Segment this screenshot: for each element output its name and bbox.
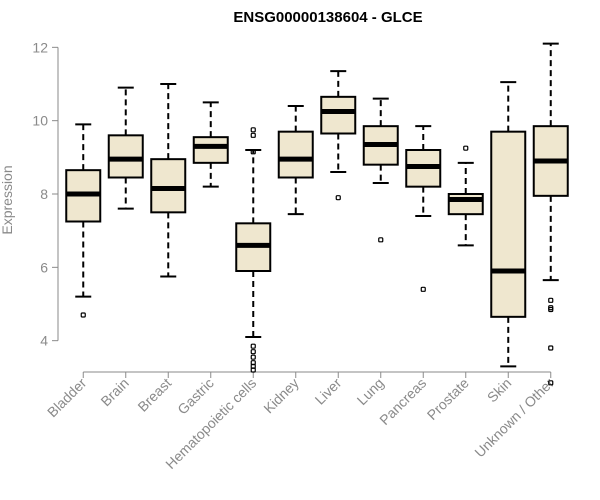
iqr-box: [150, 158, 187, 214]
outlier-point: [250, 127, 256, 133]
outlier-point: [250, 149, 256, 155]
x-tick-label: Lung: [354, 375, 387, 408]
outlier-point: [548, 297, 554, 303]
y-tick-label: 12: [32, 39, 48, 55]
y-tick-label: 10: [32, 113, 48, 129]
box-kidney: [277, 105, 314, 216]
x-tick-label: Bladder: [44, 375, 90, 421]
y-tick-label: 8: [40, 186, 48, 202]
outlier-point: [548, 380, 554, 386]
y-tick-label: 4: [40, 333, 48, 349]
outlier-point: [548, 306, 554, 313]
x-tick-label: Brain: [97, 375, 131, 409]
outlier-point: [250, 349, 256, 355]
x-tick-label: Skin: [484, 375, 515, 406]
outlier-point: [420, 286, 426, 292]
iqr-box: [320, 95, 357, 135]
outlier-point: [250, 354, 256, 360]
outlier-point: [548, 345, 554, 351]
y-axis-label: Expression: [0, 165, 15, 234]
iqr-box: [192, 136, 229, 164]
box-prostate: [447, 145, 484, 247]
x-tick-label: Unknown / Other: [471, 375, 557, 461]
outlier-point: [250, 367, 256, 373]
outlier-point: [335, 195, 341, 201]
iqr-box: [107, 134, 144, 179]
box-lung: [362, 97, 399, 243]
outlier-point: [378, 237, 384, 243]
iqr-box: [490, 130, 527, 318]
plot-area: [65, 42, 569, 386]
outlier-point: [250, 132, 256, 138]
box-pancreas: [405, 125, 442, 292]
chart-title: ENSG00000138604 - GLCE: [233, 9, 422, 26]
box-gastric: [192, 101, 229, 188]
y-axis: 4 6 8 10 12: [32, 39, 59, 349]
outlier-point: [80, 312, 86, 318]
box-skin: [490, 81, 527, 368]
box-unknown-other: [532, 42, 569, 386]
x-tick-label: Breast: [134, 375, 174, 415]
box-hematopoietic-cells: [235, 127, 272, 373]
x-tick-label: Kidney: [260, 375, 302, 417]
outlier-point: [463, 145, 469, 151]
box-breast: [150, 83, 187, 278]
x-tick-label: Pancreas: [376, 375, 429, 428]
outlier-point: [250, 343, 256, 349]
x-tick-label: Liver: [312, 375, 345, 408]
x-tick-label: Prostate: [424, 375, 472, 423]
box-liver: [320, 70, 357, 201]
iqr-box: [277, 130, 314, 179]
y-tick-label: 6: [40, 259, 48, 275]
box-brain: [107, 86, 144, 210]
box-bladder: [65, 123, 102, 318]
